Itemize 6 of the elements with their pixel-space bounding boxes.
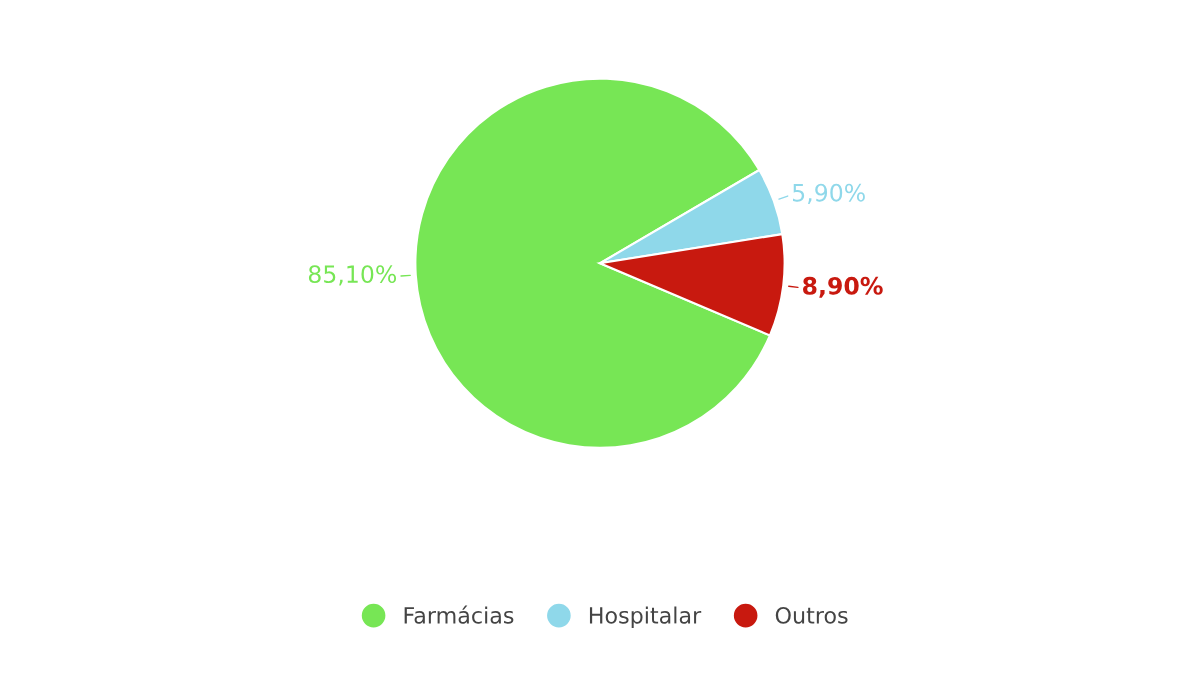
data-label: 8,90% [803,276,883,298]
legend-label: Outros [775,606,848,624]
legend-label: Hospitalar [589,606,702,628]
data-label: 5,90% [793,183,865,205]
legend-label: Farmácias [404,605,514,624]
data-label: 85,10% [308,265,397,286]
